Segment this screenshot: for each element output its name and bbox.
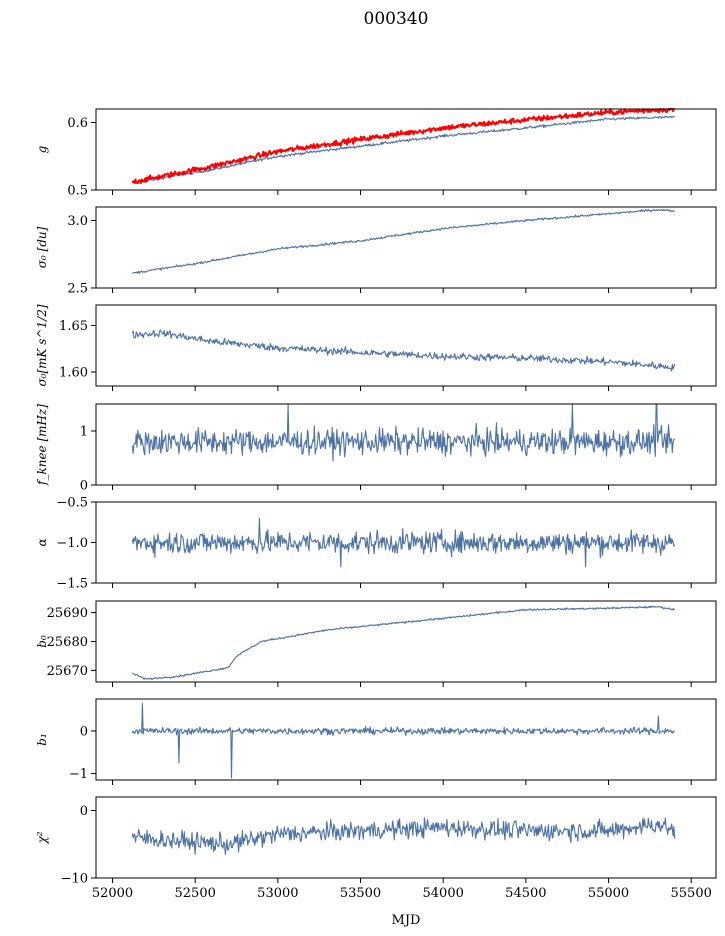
y-axis-label-sigma0-mks: σ₀[mK s^1/2] <box>35 304 49 386</box>
panel-sigma0-du: 2.5 3.0 σ₀ [du] <box>35 206 717 297</box>
series-line-b0-0 <box>132 605 675 681</box>
x-tick-label: 54500 <box>505 886 546 901</box>
x-tick-label: 54000 <box>423 886 464 901</box>
series-line-b1-0 <box>131 702 675 779</box>
plot-frame <box>95 796 717 879</box>
plot-frame <box>95 304 717 387</box>
plot-frame <box>95 403 717 486</box>
y-tick-label: 0 <box>80 479 88 494</box>
y-tick-label: 2.5 <box>67 282 88 297</box>
y-tick-label: 0 <box>80 724 88 739</box>
x-tick-label: 52000 <box>92 886 133 901</box>
y-tick-label: 25670 <box>47 664 88 679</box>
panel-chi2: −10 0 52000 52500 53000 53500 54000 54500 55000 5… <box>35 796 717 901</box>
x-tick-label: 52500 <box>175 886 216 901</box>
y-axis-label-b1: b₁ <box>35 733 49 746</box>
panel-alpha: −1.5 −1.0 −0.5 α <box>35 496 717 592</box>
plot-frame <box>95 501 717 584</box>
x-axis-label: MJD <box>392 913 421 928</box>
series-line-sigma0-mks-0 <box>131 329 676 372</box>
y-tick-label: −0.5 <box>56 496 88 511</box>
y-axis-label-chi2: χ² <box>35 831 49 844</box>
y-tick-label: −10 <box>61 872 88 887</box>
y-tick-label: 0.6 <box>67 116 88 131</box>
plot-frame <box>95 698 717 781</box>
series-line-fknee-0 <box>131 403 676 462</box>
plot-frame <box>95 108 717 191</box>
series-line-alpha-0 <box>131 517 676 568</box>
x-tick-label: 53000 <box>257 886 298 901</box>
y-tick-label: 1.60 <box>59 366 88 381</box>
y-axis-label-sigma0-du: σ₀ [du] <box>35 226 49 268</box>
y-axis-label-b0: b₀ <box>35 635 49 648</box>
y-tick-label: −1 <box>69 767 88 782</box>
y-axis-label-alpha: α <box>35 538 49 546</box>
y-tick-label: 25680 <box>47 635 88 650</box>
y-axis-label-g: g <box>35 145 49 153</box>
panels: 0.5 0.6 g 2.5 3.0 σ₀ [du] 1.60 1.65 σ₀[mK s^1/2]… <box>35 108 717 901</box>
y-tick-label: 1.65 <box>59 319 88 334</box>
panel-b0: 25670 25680 25690 b₀ <box>35 600 717 687</box>
series-line-g-0 <box>132 115 676 184</box>
panel-b1: −1 0 b₁ <box>35 698 717 785</box>
panel-fknee: 0 1 f_knee [mHz] <box>35 403 717 494</box>
panel-sigma0-mks: 1.60 1.65 σ₀[mK s^1/2] <box>35 304 717 391</box>
series-line-g-1 <box>131 108 675 184</box>
y-tick-label: 25690 <box>47 606 88 621</box>
series-line-chi2-0 <box>131 817 676 855</box>
y-tick-label: 0.5 <box>67 184 88 199</box>
y-tick-label: 1 <box>80 425 88 440</box>
panel-g: 0.5 0.6 g <box>35 108 717 199</box>
y-tick-label: −1.5 <box>56 577 88 592</box>
figure-title: 000340 <box>364 9 429 29</box>
y-tick-label: 0 <box>80 804 88 819</box>
x-tick-label: 55000 <box>588 886 629 901</box>
plot-frame <box>95 600 717 683</box>
x-tick-label: 55500 <box>671 886 712 901</box>
y-tick-label: −1.0 <box>56 536 88 551</box>
plot-frame <box>95 206 717 289</box>
series-line-sigma0-du-0 <box>132 208 675 274</box>
y-tick-label: 3.0 <box>67 214 88 229</box>
y-axis-label-fknee: f_knee [mHz] <box>35 404 49 486</box>
x-tick-label: 53500 <box>340 886 381 901</box>
